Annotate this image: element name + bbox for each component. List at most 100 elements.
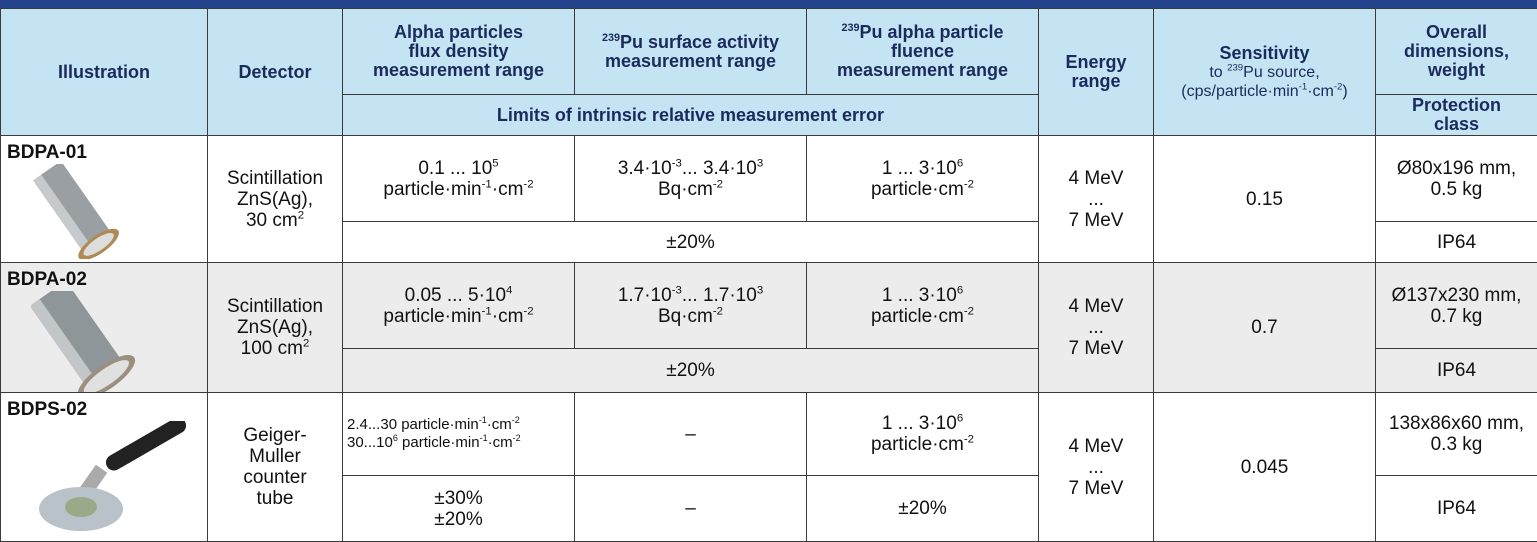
text-line: 2.4...30 particle·min-1·cm-2 [347,416,570,434]
device-image [31,164,131,263]
text-line: 7 MeV [1043,210,1149,231]
text-run: 0.3 kg [1431,434,1483,455]
text-line: 0.1 ... 105 [347,158,570,179]
cell-text: Detector [238,62,311,82]
text-run: Ø137x230 mm, [1392,285,1522,306]
text-line: weight [1380,61,1533,80]
cell-text: – [685,498,696,519]
superscript: 239 [1227,62,1243,73]
text-line: counter [212,467,338,488]
superscript: -1 [480,433,488,443]
text-line: 4 MeV [1043,436,1149,457]
superscript: 2 [298,209,304,221]
superscript: -2 [523,305,533,317]
text-run: Pu alpha particle [859,22,1003,42]
text-line: Muller [212,446,338,467]
text-line: measurement range [811,61,1034,80]
cell-text: Illustration [58,62,150,82]
text-run: 1 ... 3·10 [882,285,957,306]
text-run: 7 MeV [1069,478,1124,499]
sensitivity-cell: 0.7 [1154,263,1376,393]
text-line: ... [1043,317,1149,338]
protection-cell: IP64 [1376,476,1537,542]
device-name: BDPA-02 [7,269,87,290]
text-line: 1.7·10-3... 1.7·103 [579,285,802,306]
superscript: -1 [482,305,492,317]
device-name: BDPS-02 [7,399,87,420]
cell-text: BDPA-01 [7,142,87,163]
superscript: -2 [964,305,974,317]
text-run: Protection [1412,95,1501,115]
text-run: ... [1088,457,1104,478]
text-line: Scintillation [212,168,338,189]
superscript: -2 [964,178,974,190]
text-line: 4 MeV [1043,168,1149,189]
text-run: ·cm [1307,83,1334,100]
text-run: 138x86x60 mm, [1389,413,1524,434]
text-line: ZnS(Ag), [212,317,338,338]
text-run: ±20% [898,498,946,519]
text-line: ±30% [347,488,570,509]
text-run: counter [243,467,306,488]
superscript: -2 [964,434,974,446]
text-run: ±20% [666,360,714,381]
text-run: particle·min [398,434,480,451]
text-line: ... [1043,457,1149,478]
superscript: -1 [482,178,492,190]
text-run: ) [1342,83,1347,100]
dimensions-cell: Ø80x196 mm,0.5 kg [1376,136,1537,222]
superscript: -3 [672,157,682,169]
text-run: Bq·cm [658,306,713,327]
cell-text: 0.045 [1241,457,1289,478]
text-run: 3.4·10 [618,158,672,179]
text-line: 100 cm2 [212,338,338,359]
cell-text: BDPS-02 [7,399,87,420]
illustration-cell: BDPA-02 [1,263,208,393]
text-run: 0.05 ... 5·10 [405,285,506,306]
device-image [31,421,191,541]
text-line: particle·min-1·cm-2 [347,306,570,327]
protection-cell: IP64 [1376,349,1537,393]
text-line: 0.5 kg [1380,179,1533,200]
device-image [31,291,141,393]
text-run: Pu source, [1243,64,1319,81]
superscript: -2 [713,305,723,317]
text-line: 1 ... 3·106 [811,158,1034,179]
text-line: measurement range [579,52,802,71]
text-run: particle·cm [871,179,964,200]
header-cell: Limits of intrinsic relative measurement… [343,95,1039,136]
text-line: 4 MeV [1043,296,1149,317]
text-line: 7 MeV [1043,338,1149,359]
text-run: ZnS(Ag), [237,317,313,338]
superscript: -2 [523,178,533,190]
text-run: 100 cm [241,338,303,359]
text-run: 4 MeV [1069,436,1124,457]
superscript: 5 [492,157,498,169]
text-line: Bq·cm-2 [579,306,802,327]
error-cell: ±20% [343,222,1039,263]
text-run: measurement range [373,60,544,80]
text-line: Bq·cm-2 [579,179,802,200]
text-run: particle·cm [871,306,964,327]
text-line: Scintillation [212,296,338,317]
cell-text: 0.7 [1251,317,1277,338]
text-line: Ø80x196 mm, [1380,158,1533,179]
text-run: ·cm [492,179,524,200]
text-line: ... [1043,189,1149,210]
text-run: 0.1 ... 10 [418,158,492,179]
text-line: Geiger- [212,425,338,446]
cell-text: – [685,424,696,445]
text-run: 7 MeV [1069,210,1124,231]
text-line: ±20% [347,360,1034,381]
text-run: Pu surface activity [620,32,779,52]
